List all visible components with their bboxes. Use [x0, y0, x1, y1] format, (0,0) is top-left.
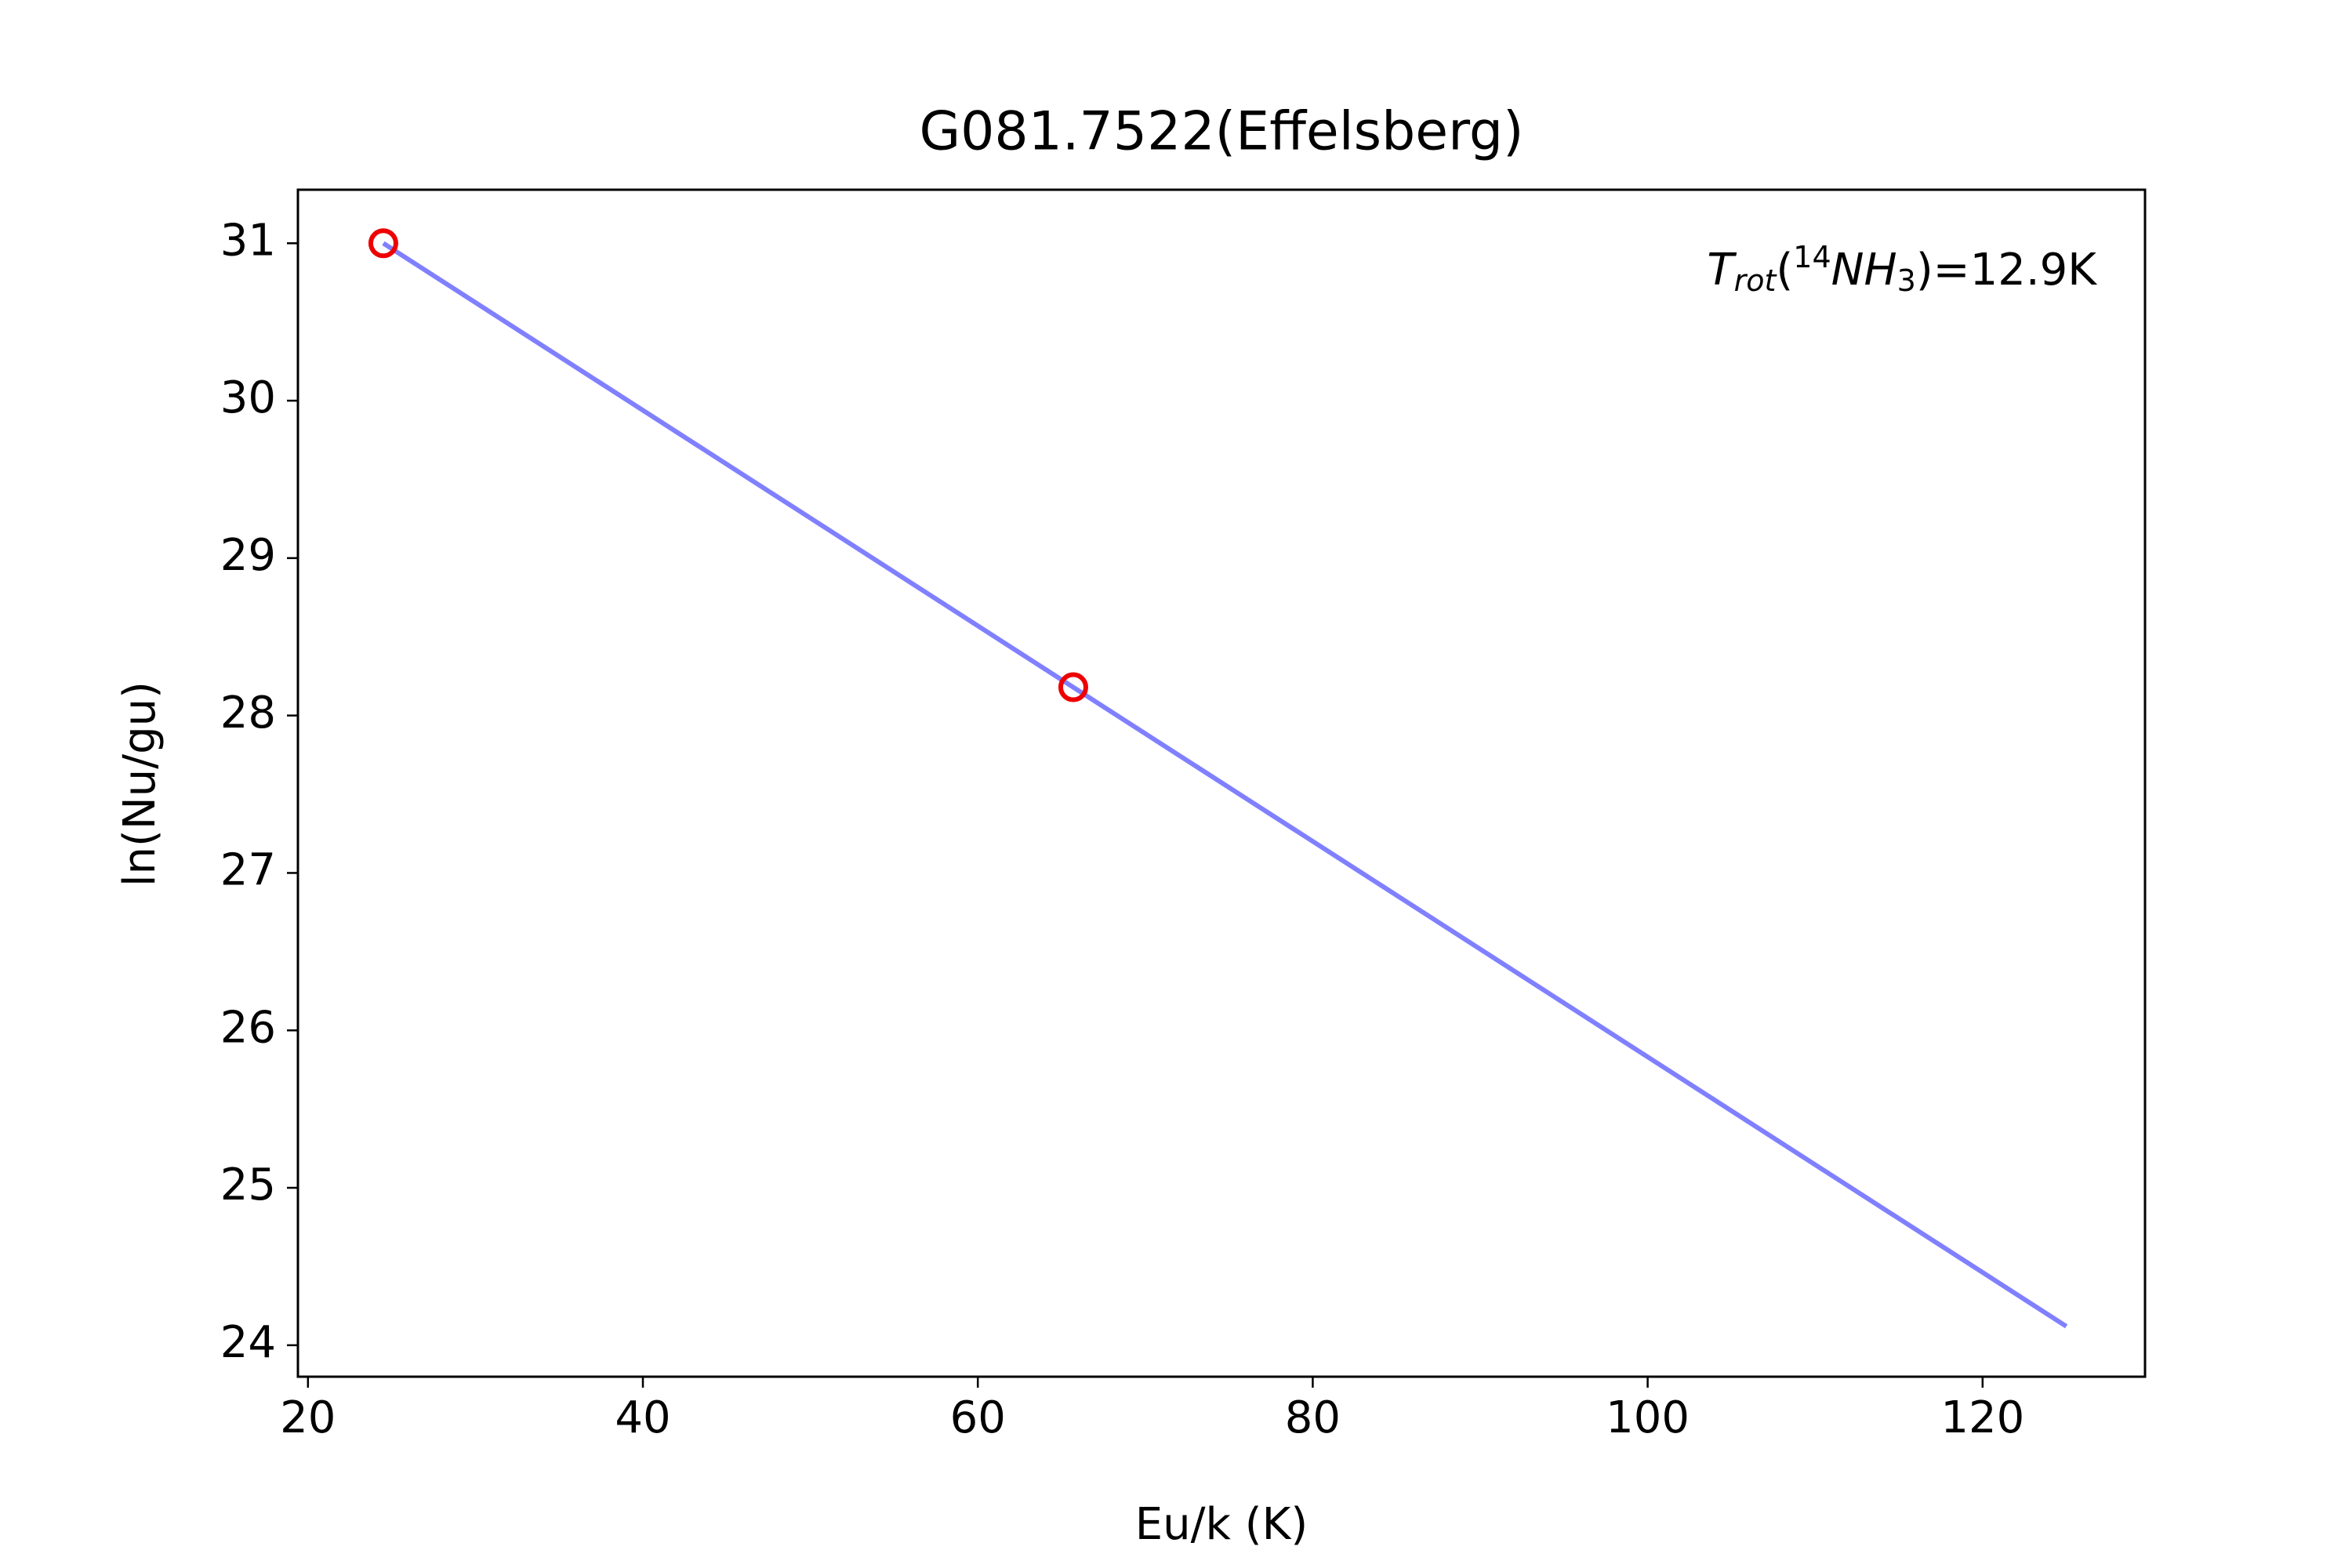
chart-title: G081.7522(Effelsberg): [919, 101, 1523, 163]
y-tick-label: 27: [220, 845, 276, 896]
y-tick-label: 29: [220, 530, 276, 581]
y-tick-label: 26: [220, 1002, 276, 1053]
annotation-part: )=12.9K: [1916, 245, 2097, 296]
fit-line: [382, 241, 2068, 1329]
data-point: [1058, 672, 1088, 702]
annotation-part: NH: [1831, 245, 1897, 296]
annotation: Trot(14NH3)=12.9K: [1707, 240, 2097, 298]
x-tick-label: 60: [950, 1392, 1006, 1443]
annotation-part: rot: [1734, 263, 1778, 298]
x-tick-label: 40: [615, 1392, 670, 1443]
annotation-part: 3: [1897, 263, 1916, 298]
x-axis-label: Eu/k (K): [1135, 1499, 1308, 1550]
y-tick-label: 28: [220, 688, 276, 739]
y-tick-label: 24: [220, 1317, 276, 1368]
y-axis-label: ln(Nu/gu): [114, 681, 165, 887]
x-tick-label: 80: [1285, 1392, 1341, 1443]
annotation-part: (: [1776, 245, 1793, 296]
x-tick-label: 100: [1606, 1392, 1690, 1443]
y-tick-label: 31: [220, 215, 276, 266]
x-tick-label: 20: [280, 1392, 336, 1443]
plot-frame: [296, 188, 2147, 1378]
annotation-part: T: [1707, 245, 1737, 296]
annotation-part: 14: [1793, 240, 1831, 274]
x-tick-label: 120: [1940, 1392, 2024, 1443]
y-tick-label: 30: [220, 372, 276, 423]
y-tick-label: 25: [220, 1160, 276, 1210]
data-point: [368, 228, 398, 259]
